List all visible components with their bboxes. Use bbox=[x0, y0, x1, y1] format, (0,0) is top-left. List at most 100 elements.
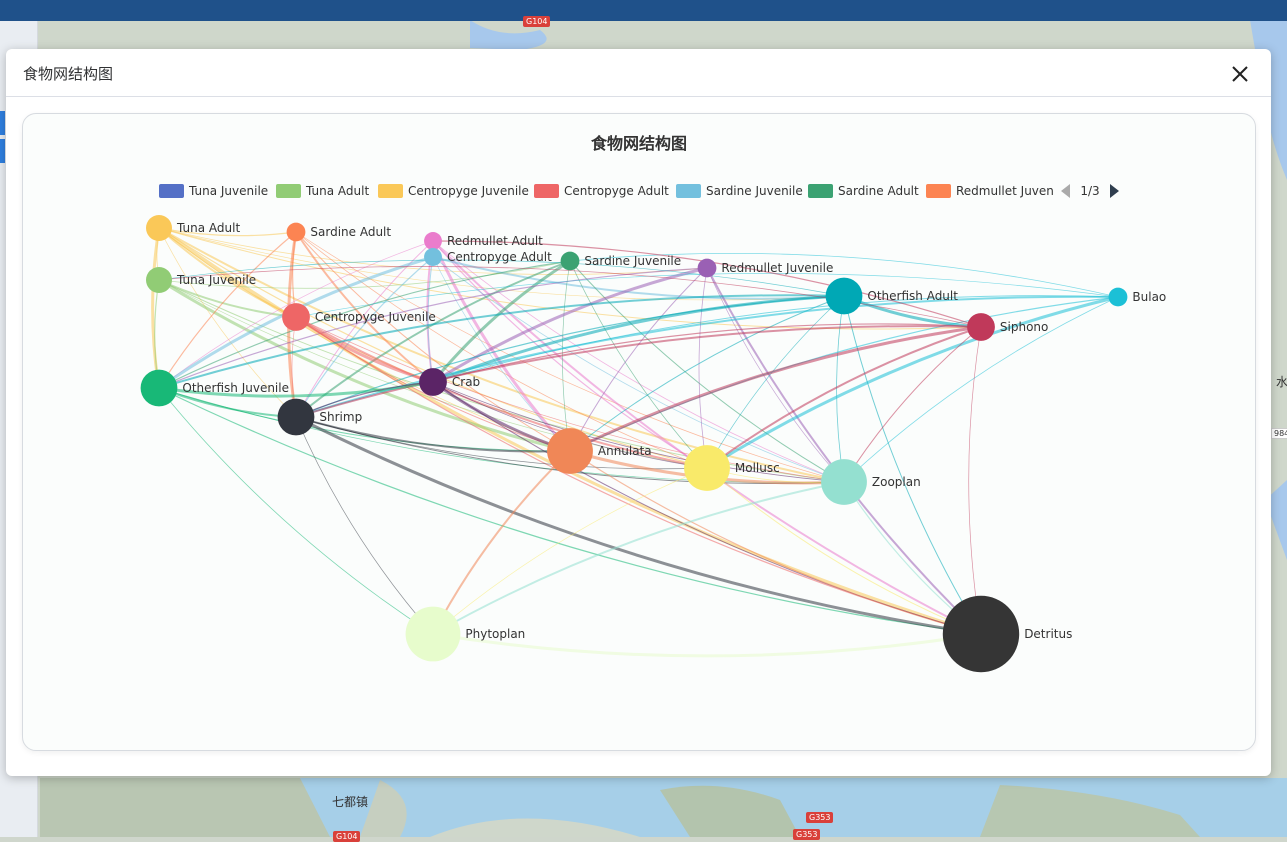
graph-link bbox=[158, 227, 982, 330]
graph-link bbox=[706, 295, 1119, 470]
graph-node-circle[interactable] bbox=[286, 222, 306, 242]
graph-link bbox=[843, 326, 982, 483]
graph-node-circle[interactable] bbox=[140, 369, 178, 407]
graph-link bbox=[706, 467, 982, 635]
graph-node[interactable]: Shrimp bbox=[277, 398, 363, 436]
graph-node-circle[interactable] bbox=[697, 258, 717, 278]
graph-link bbox=[843, 296, 1119, 483]
graph-node-circle[interactable] bbox=[942, 595, 1020, 673]
graph-link bbox=[158, 294, 845, 389]
left-panel-tab[interactable] bbox=[0, 111, 5, 135]
graph-links bbox=[151, 226, 1119, 658]
graph-link bbox=[158, 266, 982, 328]
graph-node-label: Sardine Adult bbox=[310, 225, 391, 239]
graph-link bbox=[295, 316, 845, 483]
graph-link bbox=[158, 231, 297, 389]
graph-link bbox=[158, 278, 571, 453]
legend-label: Sardine Juvenile bbox=[706, 184, 803, 198]
graph-link bbox=[432, 632, 982, 658]
map-place-label: 七都镇 bbox=[332, 795, 369, 809]
graph-link bbox=[295, 316, 708, 469]
legend-label: Tuna Juvenile bbox=[188, 184, 268, 198]
graph-link bbox=[158, 227, 845, 301]
food-web-chart[interactable]: 食物网结构图 Tuna Juvenile Tuna Adult Centropyge… bbox=[23, 114, 1255, 750]
graph-node-circle[interactable] bbox=[1108, 287, 1128, 307]
graph-node-circle[interactable] bbox=[277, 398, 315, 436]
legend-item[interactable]: Sardine Adult bbox=[808, 184, 919, 198]
graph-link bbox=[158, 227, 708, 469]
graph-node-label: Mollusc bbox=[735, 461, 780, 475]
graph-node[interactable]: Otherfish Adult bbox=[825, 277, 959, 315]
graph-link bbox=[432, 450, 571, 635]
graph-node[interactable]: Annulata bbox=[547, 428, 652, 474]
graph-node-circle[interactable] bbox=[424, 232, 442, 250]
graph-node-label: Redmullet Juvenile bbox=[721, 261, 833, 275]
graph-node[interactable]: Tuna Juvenile bbox=[146, 267, 256, 293]
graph-node[interactable]: Centropyge Adult bbox=[424, 248, 552, 266]
dialog-header: 食物网结构图 bbox=[6, 49, 1271, 97]
graph-link bbox=[569, 260, 845, 483]
graph-node-circle[interactable] bbox=[419, 368, 447, 396]
legend-swatch bbox=[926, 184, 951, 198]
graph-node[interactable]: Sardine Juvenile bbox=[560, 251, 682, 271]
graph-node-label: Siphono bbox=[1000, 320, 1048, 334]
graph-link bbox=[432, 256, 845, 483]
legend-item[interactable]: Redmullet Juven bbox=[926, 184, 1054, 198]
graph-node-label: Crab bbox=[452, 375, 480, 389]
close-icon[interactable] bbox=[1229, 63, 1251, 85]
graph-link bbox=[432, 481, 845, 635]
graph-link bbox=[295, 325, 982, 418]
graph-link bbox=[698, 267, 708, 469]
legend-item[interactable]: Centropyge Juvenile bbox=[378, 184, 529, 198]
graph-node[interactable]: Detritus bbox=[942, 595, 1073, 673]
graph-node-circle[interactable] bbox=[547, 428, 593, 474]
graph-link bbox=[158, 260, 571, 389]
road-badge: G353 bbox=[806, 812, 834, 823]
graph-node-circle[interactable] bbox=[825, 277, 863, 315]
graph-link bbox=[295, 231, 708, 469]
graph-node[interactable]: Redmullet Adult bbox=[424, 232, 543, 250]
graph-node[interactable]: Zooplan bbox=[821, 459, 921, 505]
graph-node-circle[interactable] bbox=[424, 248, 442, 266]
graph-node-circle[interactable] bbox=[146, 215, 172, 241]
graph-node[interactable]: Mollusc bbox=[684, 445, 780, 491]
graph-node-label: Tuna Adult bbox=[176, 221, 240, 235]
graph-node[interactable]: Otherfish Juvenile bbox=[140, 369, 289, 407]
graph-link bbox=[158, 387, 982, 635]
graph-node[interactable]: Centropyge Juvenile bbox=[282, 303, 436, 331]
legend-swatch bbox=[676, 184, 701, 198]
graph-node-circle[interactable] bbox=[405, 606, 461, 662]
graph-node-circle[interactable] bbox=[146, 267, 172, 293]
graph-node-circle[interactable] bbox=[684, 445, 730, 491]
graph-node[interactable]: Siphono bbox=[967, 313, 1048, 341]
graph-link bbox=[569, 267, 708, 452]
graph-link bbox=[158, 227, 845, 483]
legend-prev-icon[interactable] bbox=[1061, 184, 1070, 198]
chart-title: 食物网结构图 bbox=[590, 134, 687, 153]
graph-node[interactable]: Bulao bbox=[1108, 287, 1167, 307]
graph-node[interactable]: Crab bbox=[419, 368, 480, 396]
graph-node[interactable]: Tuna Adult bbox=[146, 215, 240, 241]
graph-node[interactable]: Redmullet Juvenile bbox=[697, 258, 834, 278]
graph-node-circle[interactable] bbox=[967, 313, 995, 341]
left-panel-tab[interactable] bbox=[0, 139, 5, 163]
graph-link bbox=[432, 240, 708, 469]
legend-swatch bbox=[808, 184, 833, 198]
graph-link bbox=[706, 267, 982, 635]
graph-link bbox=[706, 326, 982, 469]
graph-node-circle[interactable] bbox=[821, 459, 867, 505]
legend-item[interactable]: Tuna Adult bbox=[276, 184, 369, 198]
graph-node-label: Otherfish Juvenile bbox=[182, 381, 289, 395]
legend-item[interactable]: Centropyge Adult bbox=[534, 184, 669, 198]
legend-item[interactable]: Sardine Juvenile bbox=[676, 184, 803, 198]
graph-link bbox=[158, 380, 434, 398]
legend-next-icon[interactable] bbox=[1110, 184, 1119, 198]
graph-node-circle[interactable] bbox=[560, 251, 580, 271]
graph-node[interactable]: Sardine Adult bbox=[286, 222, 392, 242]
graph-node-label: Centropyge Juvenile bbox=[315, 310, 436, 324]
legend-item[interactable]: Tuna Juvenile bbox=[159, 184, 268, 198]
graph-node[interactable]: Phytoplan bbox=[405, 606, 526, 662]
graph-link bbox=[295, 415, 982, 636]
graph-link bbox=[432, 295, 1119, 383]
graph-node-circle[interactable] bbox=[282, 303, 310, 331]
